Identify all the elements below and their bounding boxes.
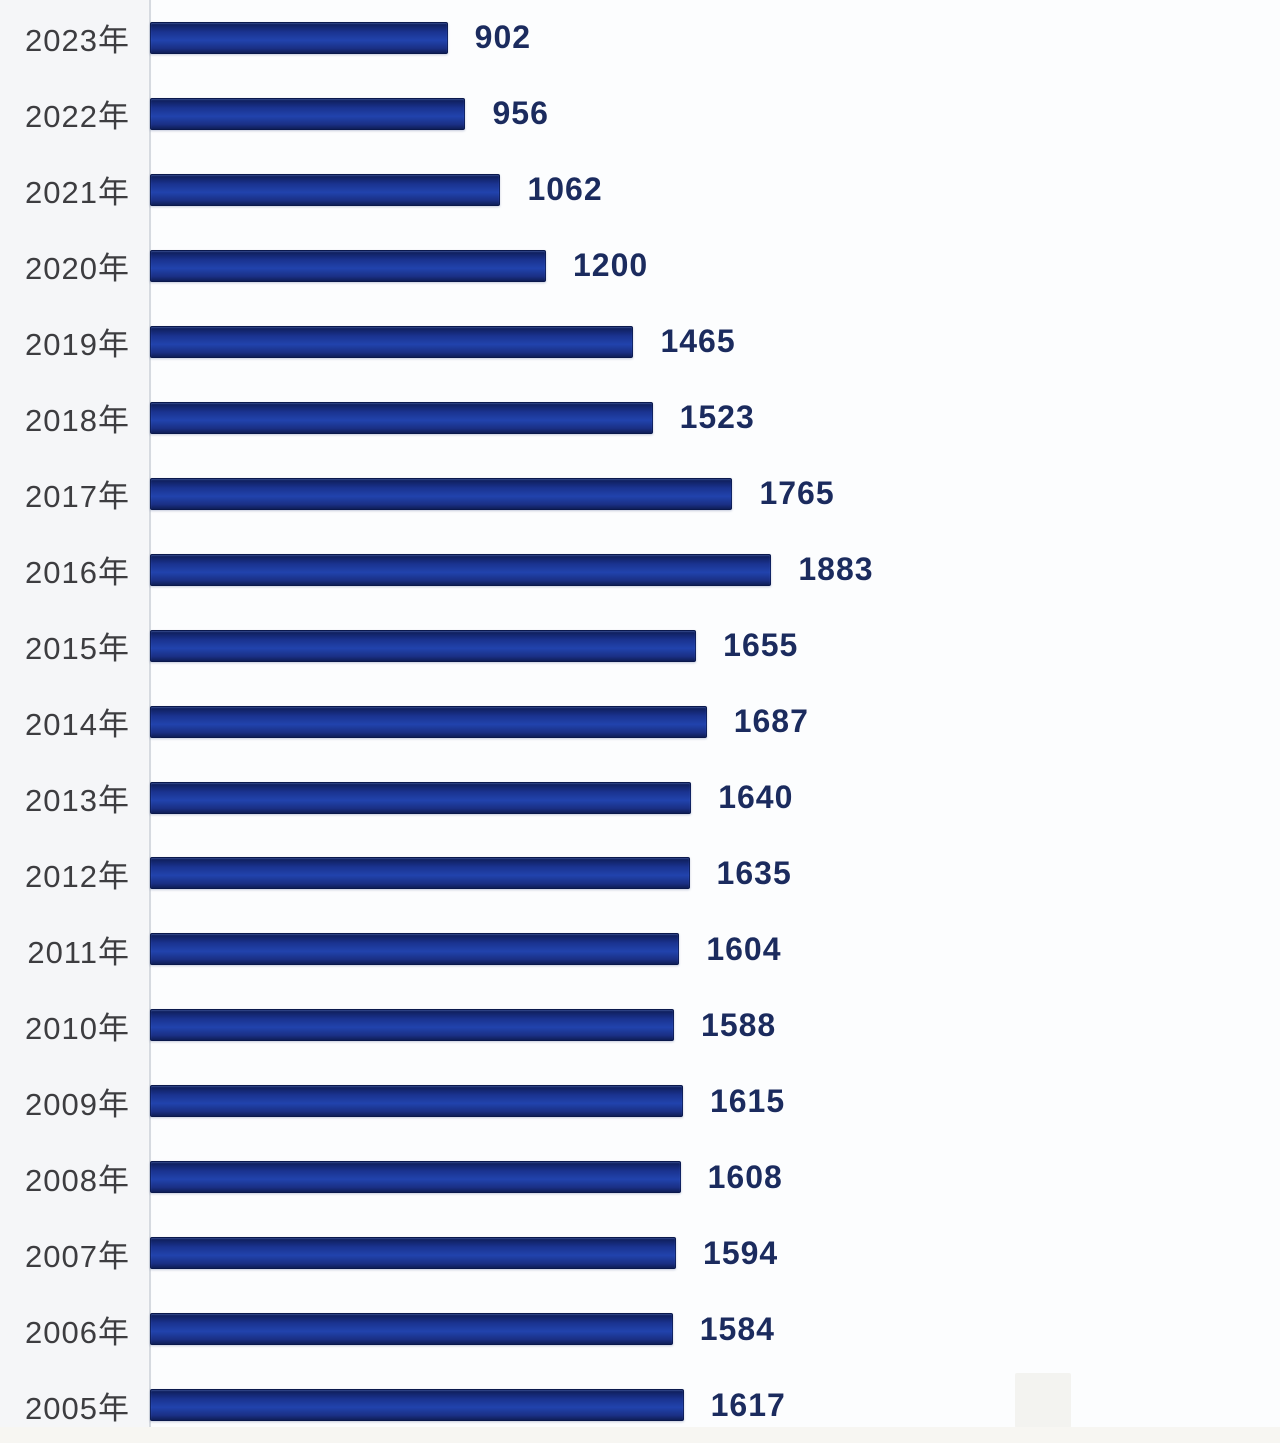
value-label: 1584: [699, 1310, 775, 1347]
value-label: 1635: [716, 854, 792, 891]
bar-track: 1062: [150, 152, 777, 228]
value-label: 1883: [798, 551, 874, 588]
bar: [150, 173, 501, 206]
value-label: 1200: [572, 247, 649, 284]
chart-row: 2016年 1883: [0, 532, 1280, 608]
year-label: 2012年: [25, 858, 130, 894]
year-label: 2016年: [25, 555, 130, 591]
value-label: 1615: [709, 1082, 786, 1119]
year-label: 2023年: [25, 23, 130, 59]
bar: [150, 1009, 675, 1042]
chart-row: 2018年 1523: [0, 380, 1280, 456]
bar: [150, 1085, 683, 1118]
chart-row: 2017年 1765: [0, 456, 1280, 532]
bar-track: 1883: [150, 532, 873, 608]
bar: [150, 781, 692, 814]
bar: [150, 401, 653, 434]
bar-track: 1765: [150, 456, 834, 532]
chart-row: 2008年 1608: [0, 1139, 1280, 1215]
bar: [150, 1237, 677, 1270]
chart-row: 2021年 1062: [0, 152, 1280, 228]
value-label: 1640: [718, 779, 794, 815]
chart-row: 2020年 1200: [0, 228, 1280, 304]
value-label: 1523: [679, 399, 755, 436]
bar-track: 1584: [150, 1291, 777, 1367]
year-label: 2005年: [25, 1390, 130, 1426]
bar-track: 1594: [150, 1215, 777, 1291]
bar: [150, 325, 634, 358]
value-label: 1608: [707, 1158, 783, 1195]
year-label: 2006年: [25, 1314, 130, 1350]
value-label: 1465: [660, 323, 736, 360]
bar-track: 1604: [150, 911, 780, 987]
value-label: 1594: [703, 1234, 779, 1271]
bottom-strip: [0, 1427, 1280, 1443]
year-label: 2020年: [25, 251, 130, 287]
chart-row: 2011年 1604: [0, 911, 1280, 987]
value-label: 956: [492, 95, 549, 132]
bar: [150, 477, 733, 510]
value-label: 1617: [710, 1386, 786, 1423]
bar-track: 902: [150, 0, 777, 76]
year-label: 2018年: [25, 403, 130, 439]
bar: [150, 97, 466, 130]
bar-track: 1523: [150, 380, 777, 456]
chart-row: 2009年 1615: [0, 1063, 1280, 1139]
bar: [150, 553, 772, 586]
bar-track: 1617: [150, 1367, 785, 1443]
watermark-square: [1015, 1373, 1071, 1428]
bar: [150, 629, 697, 662]
bar: [150, 705, 707, 738]
value-label: 902: [474, 19, 532, 56]
bar: [150, 1313, 673, 1346]
chart-row: 2007年 1594: [0, 1215, 1280, 1291]
year-label: 2009年: [25, 1086, 130, 1122]
chart-row: 2014年 1687: [0, 684, 1280, 760]
bar-track: 1640: [150, 760, 792, 836]
bar: [150, 249, 546, 282]
chart-row: 2019年 1465: [0, 304, 1280, 380]
year-label: 2007年: [25, 1238, 130, 1274]
chart-row: 2010年 1588: [0, 987, 1280, 1063]
chart-row: 2006年 1584: [0, 1291, 1280, 1367]
bar: [150, 1389, 684, 1422]
bar-track: 956: [150, 76, 777, 152]
year-label: 2019年: [25, 327, 130, 363]
bar-track: 1200: [150, 228, 777, 304]
bar: [150, 857, 690, 890]
bar-track: 1615: [150, 1063, 784, 1139]
value-label: 1765: [759, 475, 835, 512]
bar: [150, 933, 680, 966]
year-label: 2022年: [25, 99, 130, 135]
year-label: 2015年: [25, 631, 130, 667]
bar-track: 1687: [150, 684, 808, 760]
year-label: 2014年: [25, 707, 130, 743]
value-label: 1604: [706, 930, 782, 967]
chart-row: 2013年 1640: [0, 760, 1280, 836]
value-label: 1588: [701, 1006, 777, 1043]
value-label: 1655: [723, 627, 799, 664]
chart-row: 2015年 1655: [0, 608, 1280, 684]
bar: [150, 1161, 681, 1194]
chart-row: 2012年 1635: [0, 835, 1280, 911]
bar-track: 1588: [150, 987, 777, 1063]
year-label: 2011年: [27, 934, 130, 970]
bar: [150, 21, 448, 54]
value-label: 1687: [733, 703, 809, 740]
year-label: 2017年: [25, 479, 130, 515]
year-label: 2010年: [25, 1010, 130, 1046]
bar-track: 1608: [150, 1139, 782, 1215]
bar-track: 1465: [150, 304, 777, 380]
year-label: 2008年: [25, 1162, 130, 1198]
bar-track: 1655: [150, 608, 797, 684]
chart-row: 2022年 956: [0, 76, 1280, 152]
chart-row: 2023年 902: [0, 0, 1280, 76]
bar-track: 1635: [150, 835, 791, 911]
year-label: 2021年: [25, 175, 130, 211]
year-label: 2013年: [25, 783, 130, 818]
chart-row: 2005年 1617: [0, 1367, 1280, 1443]
value-label: 1062: [527, 171, 603, 208]
